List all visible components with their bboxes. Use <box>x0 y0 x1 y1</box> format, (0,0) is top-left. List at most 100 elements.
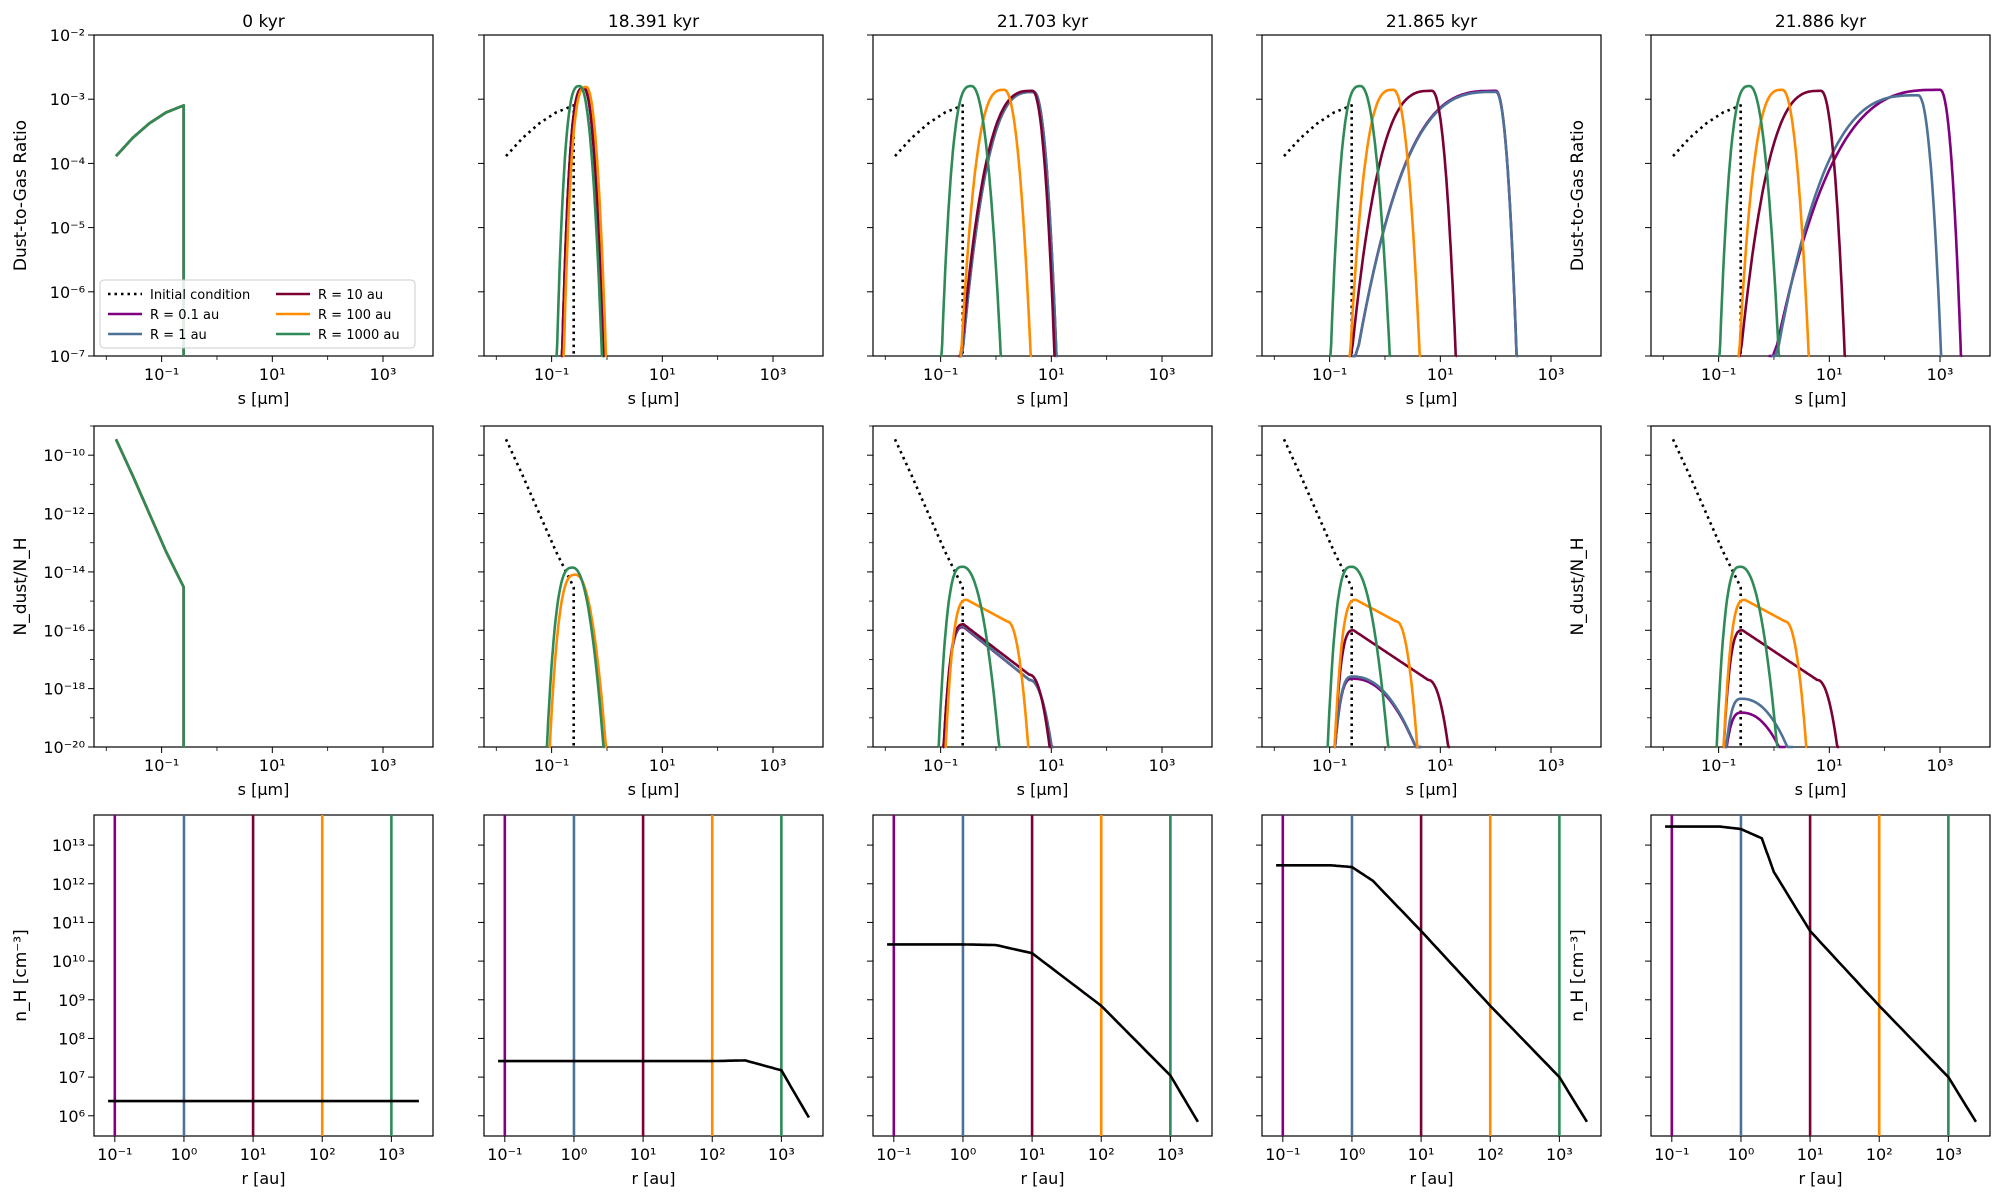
x-tick-label: 10⁻¹ <box>144 365 179 384</box>
series-line-r1000 <box>1715 565 1779 749</box>
x-axis-label: r [au] <box>1798 1169 1842 1188</box>
panel-r1-c3: 10⁻¹ 10¹ 10³ s [μm] <box>1256 425 1602 799</box>
x-tick-label: 10⁰ <box>950 1145 977 1164</box>
y-tick-label: 10⁻¹⁴ <box>43 563 85 582</box>
x-tick-label: 10⁻¹ <box>1265 1145 1300 1164</box>
x-tick-label: 10⁻¹ <box>1654 1145 1689 1164</box>
series-line-r0_1 <box>1724 711 1786 749</box>
plot-frame <box>1650 425 1991 748</box>
y-axis-label: Dust-to-Gas Ratio <box>11 120 31 271</box>
y-axis-label: N_dust/N_H <box>11 537 31 635</box>
plot-frame <box>872 425 1213 748</box>
series-line-r10 <box>958 89 1057 358</box>
density-profile-line <box>1665 825 1978 1123</box>
x-tick-label: 10⁰ <box>171 1145 198 1164</box>
y-tick-label: 10⁻¹⁸ <box>43 680 85 699</box>
x-tick-label: 10³ <box>1546 1145 1573 1164</box>
plot-frame <box>872 34 1213 357</box>
x-tick-label: 10³ <box>760 365 787 384</box>
panel-r1-c0: 10⁻¹ 10¹ 10³ 10⁻²⁰ 10⁻¹⁸ 10⁻¹⁶ 10⁻¹⁴ 10⁻¹² 10⁻¹⁰… <box>11 425 434 799</box>
legend-label: R = 1 au <box>150 328 207 343</box>
x-axis-label: r [au] <box>631 1169 675 1188</box>
x-tick-label: 10³ <box>1935 1145 1962 1164</box>
panel-r2-c0: 10⁻¹ 10⁰ 10¹ 10² 10³ 10⁶ 10⁷ 10⁸ 10⁹ 10¹⁰ 10¹¹ 10¹²… <box>11 814 434 1188</box>
y-tick-label: 10¹⁰ <box>52 952 85 971</box>
x-tick-label: 10⁰ <box>1339 1145 1366 1164</box>
x-tick-label: 10¹ <box>1038 756 1065 775</box>
legend-label: R = 10 au <box>318 288 383 303</box>
x-tick-label: 10³ <box>1157 1145 1184 1164</box>
y-tick-label: 10⁻¹⁰ <box>43 446 85 465</box>
initial-condition-line <box>893 438 964 747</box>
series-line-r1 <box>1771 94 1943 358</box>
x-tick-label: 10⁰ <box>561 1145 588 1164</box>
x-tick-label: 10⁻¹ <box>534 365 569 384</box>
x-axis-label: s [μm] <box>1017 389 1069 408</box>
series-line-r0_1 <box>1333 677 1422 749</box>
y-tick-label: 10⁻⁷ <box>50 347 85 366</box>
x-tick-label: 10³ <box>1538 365 1565 384</box>
series-line-r0_1 <box>1768 88 1963 358</box>
series-line-r1000 <box>555 84 604 358</box>
initial-condition-line <box>894 104 964 356</box>
x-tick-label: 10¹ <box>649 365 676 384</box>
y-tick-label: 10⁸ <box>58 1029 85 1048</box>
x-tick-label: 10² <box>309 1145 336 1164</box>
x-tick-label: 10² <box>1866 1145 1893 1164</box>
x-tick-label: 10⁰ <box>1728 1145 1755 1164</box>
plot-frame <box>93 425 434 748</box>
x-tick-label: 10¹ <box>1038 365 1065 384</box>
y-axis-label: N_dust/N_H <box>1568 537 1588 635</box>
y-axis-label: n_H [cm⁻³] <box>1568 929 1588 1021</box>
x-tick-label: 10¹ <box>1816 365 1843 384</box>
x-tick-label: 10³ <box>1927 756 1954 775</box>
x-tick-label: 10¹ <box>649 756 676 775</box>
x-tick-label: 10⁻¹ <box>876 1145 911 1164</box>
y-axis-label: Dust-to-Gas Ratio <box>1568 120 1588 271</box>
initial-condition-line <box>1671 438 1742 747</box>
density-profile-line <box>1276 864 1589 1123</box>
x-tick-label: 10⁻¹ <box>534 756 569 775</box>
panel-r0-c3: 10⁻¹ 10¹ 10³ s [μm] <box>1256 34 1602 408</box>
y-tick-label: 10⁻⁶ <box>50 283 85 302</box>
x-tick-label: 10⁻¹ <box>97 1145 132 1164</box>
plot-frame <box>93 34 434 357</box>
legend-box <box>99 279 416 349</box>
plot-frame <box>1650 34 1991 357</box>
series-line-r1 <box>1351 90 1519 358</box>
x-tick-label: 10⁻¹ <box>1701 756 1736 775</box>
initial-condition-line <box>1283 104 1353 356</box>
y-tick-label: 10⁻¹² <box>43 505 85 524</box>
x-tick-label: 10³ <box>378 1145 405 1164</box>
series-line-r1000 <box>545 566 605 749</box>
x-axis-label: s [μm] <box>628 389 680 408</box>
initial-condition-line <box>1672 104 1742 356</box>
x-tick-label: 10³ <box>1149 756 1176 775</box>
legend-label: R = 100 au <box>318 308 391 323</box>
plot-frame <box>483 425 824 748</box>
initial-condition-line <box>504 438 575 747</box>
series-line-r100 <box>1348 88 1422 358</box>
plot-frame <box>1261 814 1602 1137</box>
x-tick-label: 10⁻¹ <box>1312 365 1347 384</box>
series-line-r1000 <box>115 104 185 356</box>
series-line-r100 <box>959 88 1033 358</box>
series-line-r1000 <box>937 565 1001 749</box>
x-axis-label: r [au] <box>241 1169 285 1188</box>
initial-condition-line <box>505 104 575 356</box>
x-tick-label: 10³ <box>1927 365 1954 384</box>
panel-r1-c4: 10⁻¹ 10¹ 10³ s [μm] N_dust/N_H <box>1568 425 1991 799</box>
series-line-r1000 <box>1329 84 1392 358</box>
x-tick-label: 10¹ <box>1019 1145 1046 1164</box>
x-tick-label: 10⁻¹ <box>144 756 179 775</box>
legend-label: Initial condition <box>150 288 250 303</box>
legend-label: R = 1000 au <box>318 328 400 343</box>
x-axis-label: s [μm] <box>1406 389 1458 408</box>
density-profile-line <box>498 1059 811 1119</box>
y-tick-label: 10⁻⁴ <box>50 154 85 173</box>
x-tick-label: 10¹ <box>1427 365 1454 384</box>
x-tick-label: 10³ <box>1149 365 1176 384</box>
x-tick-label: 10² <box>1477 1145 1504 1164</box>
y-tick-label: 10⁶ <box>58 1107 85 1126</box>
